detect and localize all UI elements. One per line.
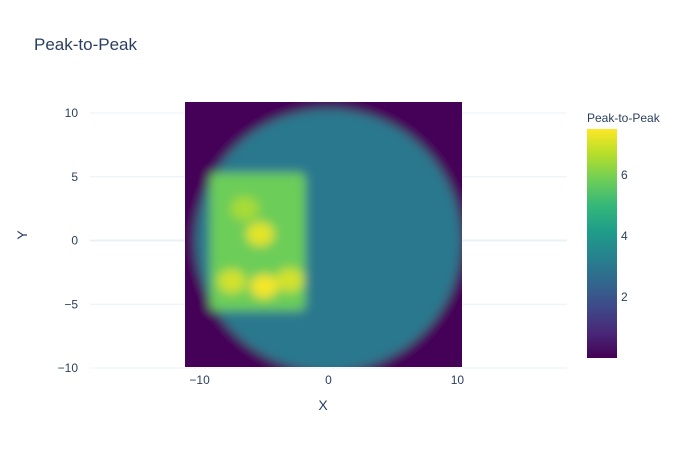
x-axis-title: X: [318, 397, 328, 413]
heatmap-hot-spot: [250, 274, 279, 299]
y-tick-label: 5: [71, 170, 78, 184]
colorbar-tick-label: 2: [621, 290, 628, 304]
colorbar-tick-label: 4: [621, 229, 628, 243]
colorbar-title: Peak-to-Peak: [587, 111, 661, 125]
heatmap-hot-spot: [246, 222, 275, 247]
colorbar: Peak-to-Peak 2 4 6: [587, 111, 661, 358]
colorbar-tick-label: 6: [621, 168, 628, 182]
y-tick-label: −5: [64, 297, 78, 311]
heatmap-hot-spot: [217, 269, 246, 294]
chart-title: Peak-to-Peak: [34, 35, 137, 54]
axes: −10 0 10 10 5 0 −5 −10: [58, 106, 465, 387]
x-tick-label: 10: [451, 373, 465, 387]
colorbar-gradient: [587, 129, 617, 358]
y-axis-title: Y: [14, 230, 30, 240]
heatmap: [185, 102, 462, 367]
x-tick-label: −10: [189, 373, 210, 387]
heatmap-hot-spot: [275, 268, 304, 293]
y-tick-label: 10: [65, 106, 79, 120]
colorbar-ticks: 2 4 6: [621, 168, 628, 304]
y-tick-label: −10: [58, 361, 79, 375]
heatmap-clip: [185, 102, 462, 367]
heatmap-field: [185, 102, 462, 367]
y-tick-label: 0: [71, 234, 78, 248]
x-tick-label: 0: [325, 373, 332, 387]
heatmap-hot-spot: [230, 196, 259, 221]
